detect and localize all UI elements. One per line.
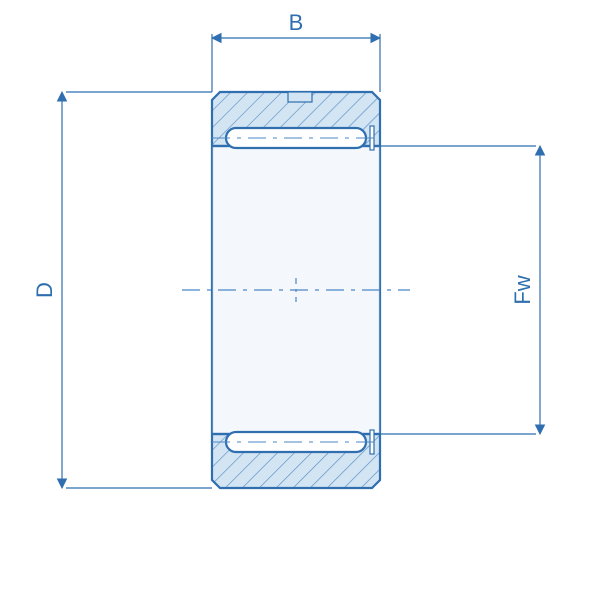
dim-label-Fw: Fw (510, 275, 535, 304)
dim-label-D: D (32, 282, 57, 298)
bearing-cross-section-diagram: B D Fw (0, 0, 600, 600)
dim-label-B: B (289, 10, 304, 35)
